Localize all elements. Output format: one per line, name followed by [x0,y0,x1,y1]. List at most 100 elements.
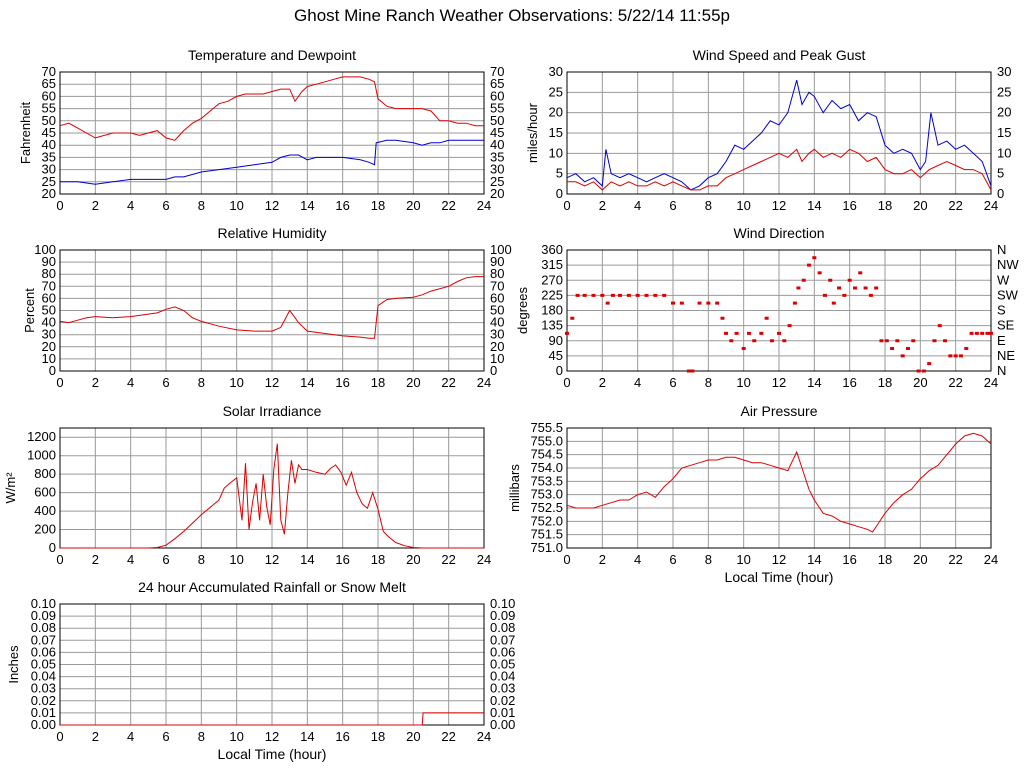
x-tick-label: 18 [878,552,892,567]
wind-direction-point [985,331,990,335]
y-tick-label: 751.5 [530,527,563,542]
wind-direction-point [752,339,757,343]
wind-direction-point [724,331,728,335]
x-tick-label: 10 [736,552,750,567]
y-tick-label: 20 [42,186,56,201]
y-tick-label: 20 [42,339,56,354]
chart-title: Temperature and Dewpoint [188,47,356,63]
right-tick-label: 45 [490,125,504,140]
x-tick-label: 24 [984,552,998,567]
y-tick-label: 20 [549,105,563,120]
wind-direction-point [796,286,801,290]
y-tick-label: 0.02 [31,693,56,708]
y-tick-label: 0 [49,363,56,378]
right-tick-label: NW [997,257,1019,272]
right-tick-label: 0.00 [490,717,515,732]
y-tick-label: 315 [541,257,563,272]
right-tick-label: 0.02 [490,693,515,708]
x-tick-label: 6 [669,198,676,213]
y-tick-label: 65 [42,76,56,91]
chart-title: 24 hour Accumulated Rainfall or Snow Mel… [138,579,406,595]
wind-direction-point [863,286,868,290]
x-tick-label: 18 [371,375,385,390]
wind-direction-point [884,339,889,343]
y-tick-label: 1200 [27,429,56,444]
chart-title: Solar Irradiance [223,403,322,419]
x-tick-label: 0 [56,198,63,213]
right-tick-label: 50 [490,303,504,318]
wind-direction-point [937,324,942,328]
right-tick-label: SE [997,318,1015,333]
y-tick-label: 755.5 [530,420,563,435]
wind-direction-point [565,331,569,335]
y-tick-label: 60 [42,290,56,305]
wind-direction-point [618,293,622,297]
x-tick-label: 4 [634,198,641,213]
x-axis-label: Local Time (hour) [725,569,834,585]
series-line-1 [60,139,484,185]
chart-title: Air Pressure [740,403,817,419]
y-tick-label: 800 [34,466,56,481]
wind-direction-point [921,369,926,373]
wind-direction-point [764,316,769,320]
y-tick-label: 40 [42,315,56,330]
x-tick-label: 8 [198,198,205,213]
x-tick-label: 18 [878,375,892,390]
right-tick-label: 15 [997,125,1011,140]
y-tick-label: 0.00 [31,717,56,732]
right-tick-label: 0.01 [490,705,515,720]
y-tick-label: 0.09 [31,608,56,623]
wind-direction-point [697,301,702,305]
wind-direction-point [822,293,827,297]
y-tick-label: 754.0 [530,460,563,475]
x-tick-label: 22 [948,375,962,390]
x-tick-label: 4 [127,375,134,390]
wind-direction-point [905,346,910,350]
y-tick-label: 100 [34,242,56,257]
wind-direction-point [626,293,631,297]
wind-direction-point [679,301,684,305]
x-tick-label: 6 [669,375,676,390]
right-tick-label: 30 [997,64,1011,79]
x-tick-label: 24 [477,552,491,567]
y-tick-label: 0.06 [31,644,56,659]
right-tick-label: 20 [490,186,504,201]
right-tick-label: 60 [490,290,504,305]
wind-direction-point [782,339,787,343]
x-tick-label: 12 [265,552,279,567]
right-tick-label: 80 [490,266,504,281]
x-tick-label: 12 [772,552,786,567]
x-tick-label: 20 [406,198,420,213]
y-tick-label: 15 [549,125,563,140]
y-tick-label: 50 [42,303,56,318]
y-tick-label: 40 [42,137,56,152]
y-tick-label: 25 [549,84,563,99]
wind-direction-point [911,339,916,343]
x-tick-label: 16 [335,375,349,390]
wind-direction-point [969,331,974,335]
y-tick-label: 10 [42,351,56,366]
y-tick-label: 45 [549,348,563,363]
y-tick-label: 30 [42,162,56,177]
wind-direction-point [720,316,725,320]
x-tick-label: 0 [56,729,63,744]
y-tick-label: 30 [549,64,563,79]
chart-title: Wind Speed and Peak Gust [693,47,866,63]
y-tick-label: 45 [42,125,56,140]
right-tick-label: 25 [490,174,504,189]
x-tick-label: 2 [92,552,99,567]
y-tick-label: 180 [541,303,563,318]
wind-direction-point [916,369,921,373]
x-tick-label: 8 [705,552,712,567]
x-tick-label: 12 [265,729,279,744]
x-tick-label: 8 [198,729,205,744]
x-tick-label: 14 [300,729,314,744]
wind-direction-point [734,331,739,335]
right-tick-label: N [997,363,1006,378]
wind-direction-point [837,286,842,290]
right-tick-label: 65 [490,76,504,91]
x-tick-label: 16 [842,552,856,567]
right-tick-label: S [997,303,1006,318]
wind-direction-point [927,362,932,366]
x-tick-label: 2 [92,375,99,390]
